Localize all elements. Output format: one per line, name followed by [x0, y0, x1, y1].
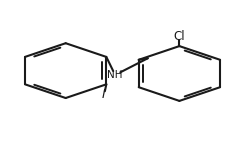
Text: Cl: Cl [174, 30, 185, 43]
Text: NH: NH [107, 70, 123, 80]
Text: I: I [102, 88, 106, 101]
